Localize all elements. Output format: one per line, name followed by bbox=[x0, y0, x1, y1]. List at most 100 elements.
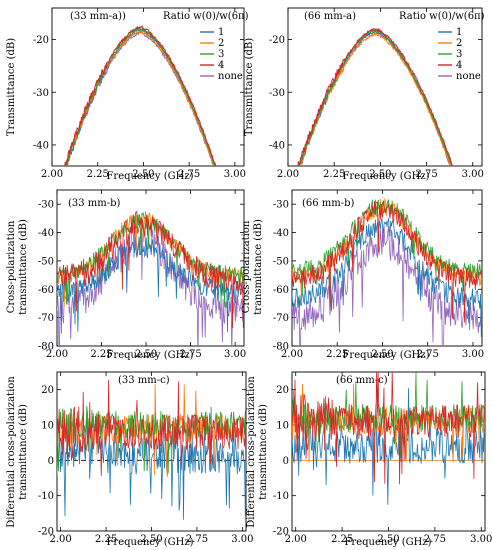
panel-label: (66 mm-b) bbox=[302, 198, 355, 209]
panel-66mm-c: (66 mm-c) Frequency (GHz) Differential c… bbox=[246, 371, 492, 548]
y-tick-label: -30 bbox=[38, 200, 54, 211]
panel-label: (66 mm-c) bbox=[336, 375, 388, 386]
x-tick-label: 3.00 bbox=[470, 534, 492, 545]
series-line-4 bbox=[57, 211, 244, 329]
y-axis-label-line-2: transmittance (dB) bbox=[253, 219, 264, 315]
x-tick-label: 2.75 bbox=[424, 534, 446, 545]
y-tick-label: -70 bbox=[273, 313, 289, 324]
x-tick-label: 2.75 bbox=[179, 349, 201, 360]
legend-entry: 4 bbox=[456, 60, 462, 71]
panel-label: (33 mm-b) bbox=[68, 198, 121, 209]
x-axis-label: Frequency (GHz) bbox=[106, 537, 193, 548]
panel-label: (33 mm-a)) bbox=[70, 11, 126, 22]
series-line-4 bbox=[296, 27, 453, 166]
series-line-none bbox=[292, 226, 482, 346]
series-line-none bbox=[298, 28, 451, 166]
x-tick-label: 2.00 bbox=[281, 349, 303, 360]
plot-frame bbox=[287, 7, 483, 167]
panel-label: (66 mm-a) bbox=[304, 11, 356, 22]
y-tick-label: -40 bbox=[269, 140, 285, 151]
x-tick-label: 3.00 bbox=[462, 169, 484, 180]
plot-frame bbox=[56, 189, 245, 347]
x-tick-label: 3.00 bbox=[224, 349, 246, 360]
x-tick-label: 2.25 bbox=[323, 169, 345, 180]
y-tick-label: -60 bbox=[38, 285, 54, 296]
x-tick-label: 2.75 bbox=[178, 169, 200, 180]
series-line-2 bbox=[299, 31, 452, 166]
y-tick-label: -20 bbox=[273, 527, 289, 538]
series-line-3 bbox=[64, 27, 216, 166]
y-tick-label: 10 bbox=[41, 421, 54, 432]
y-tick-label: -40 bbox=[273, 228, 289, 239]
legend-entry: none bbox=[218, 71, 243, 82]
series-line-1 bbox=[298, 31, 453, 166]
x-axis-label: Frequency (GHz) bbox=[106, 350, 193, 361]
y-axis-label: Transmittance (dB) bbox=[244, 38, 255, 136]
legend-entry: none bbox=[456, 71, 481, 82]
x-tick-label: 3.00 bbox=[462, 349, 484, 360]
x-tick-label: 2.75 bbox=[417, 349, 439, 360]
y-tick-label: 0 bbox=[283, 456, 289, 467]
series-line-4 bbox=[292, 200, 482, 323]
x-tick-label: 2.75 bbox=[186, 534, 208, 545]
x-tick-label: 3.00 bbox=[231, 534, 253, 545]
y-tick-label: -80 bbox=[38, 342, 54, 353]
x-tick-label: 2.50 bbox=[377, 534, 399, 545]
y-axis-label-line-2: transmittance (dB) bbox=[258, 404, 269, 500]
x-tick-label: 2.25 bbox=[331, 534, 353, 545]
y-tick-label: -10 bbox=[38, 491, 54, 502]
legend-entry: 3 bbox=[456, 49, 462, 60]
y-axis-label-line-2: transmittance (dB) bbox=[18, 404, 29, 500]
panel-33mm-c: (33 mm-c) Frequency (GHz) Differential c… bbox=[6, 371, 253, 548]
x-tick-label: 3.00 bbox=[224, 169, 246, 180]
legend-title: Ratio w(0)/w(6π) bbox=[399, 11, 485, 22]
x-tick-label: 2.00 bbox=[50, 534, 72, 545]
plot-frame bbox=[51, 7, 245, 167]
y-tick-label: -50 bbox=[273, 256, 289, 267]
x-tick-label: 2.00 bbox=[41, 169, 63, 180]
y-tick-label: -70 bbox=[38, 313, 54, 324]
y-tick-label: -40 bbox=[38, 228, 54, 239]
y-tick-label: -20 bbox=[33, 35, 49, 46]
y-axis-label-line-1: Cross-polarization bbox=[6, 220, 17, 313]
series-line-none bbox=[57, 224, 244, 346]
panel-33mm-b: (33 mm-b) Frequency (GHz) Cross-polariza… bbox=[6, 189, 246, 361]
x-tick-label: 2.00 bbox=[285, 534, 307, 545]
series-line-4 bbox=[64, 25, 217, 166]
series-line-1 bbox=[292, 388, 485, 505]
legend-entry: 2 bbox=[218, 38, 224, 49]
panel-label: (33 mm-c) bbox=[118, 375, 170, 386]
x-tick-label: 2.25 bbox=[326, 349, 348, 360]
panel-66mm-a: (66 mm-a) Frequency (GHz) Transmittance … bbox=[244, 7, 485, 182]
panel-66mm-b: (66 mm-b) Frequency (GHz) Cross-polariza… bbox=[241, 189, 484, 361]
y-tick-label: -30 bbox=[269, 88, 285, 99]
y-tick-label: -60 bbox=[273, 285, 289, 296]
y-tick-label: -80 bbox=[273, 342, 289, 353]
y-axis-label: Transmittance (dB) bbox=[6, 38, 17, 136]
y-axis-label-line-2: transmittance (dB) bbox=[18, 219, 29, 315]
y-axis-label-line-1: Differential cross-polarization bbox=[6, 376, 17, 528]
series-line-1 bbox=[57, 236, 244, 334]
x-axis-label: Frequency (GHz) bbox=[342, 171, 429, 182]
series-line-3 bbox=[298, 28, 453, 166]
x-tick-label: 2.25 bbox=[87, 169, 109, 180]
series-line-1 bbox=[292, 218, 482, 338]
x-tick-label: 2.00 bbox=[46, 349, 68, 360]
series-line-2 bbox=[64, 29, 215, 166]
x-tick-label: 2.25 bbox=[90, 349, 112, 360]
y-tick-label: -30 bbox=[33, 88, 49, 99]
x-tick-label: 2.50 bbox=[140, 534, 162, 545]
y-tick-label: 20 bbox=[41, 385, 54, 396]
y-tick-label: -30 bbox=[273, 200, 289, 211]
series-line-4 bbox=[57, 379, 246, 492]
y-axis-label-line-1: Cross-polarization bbox=[241, 220, 252, 313]
legend-entry: 4 bbox=[218, 60, 224, 71]
plot-frame bbox=[291, 189, 483, 347]
y-tick-label: -20 bbox=[269, 35, 285, 46]
series-line-none bbox=[64, 31, 214, 166]
x-tick-label: 2.50 bbox=[132, 169, 154, 180]
legend-entry: 2 bbox=[456, 38, 462, 49]
x-axis-label: Frequency (GHz) bbox=[342, 350, 429, 361]
series-line-4 bbox=[292, 372, 485, 485]
